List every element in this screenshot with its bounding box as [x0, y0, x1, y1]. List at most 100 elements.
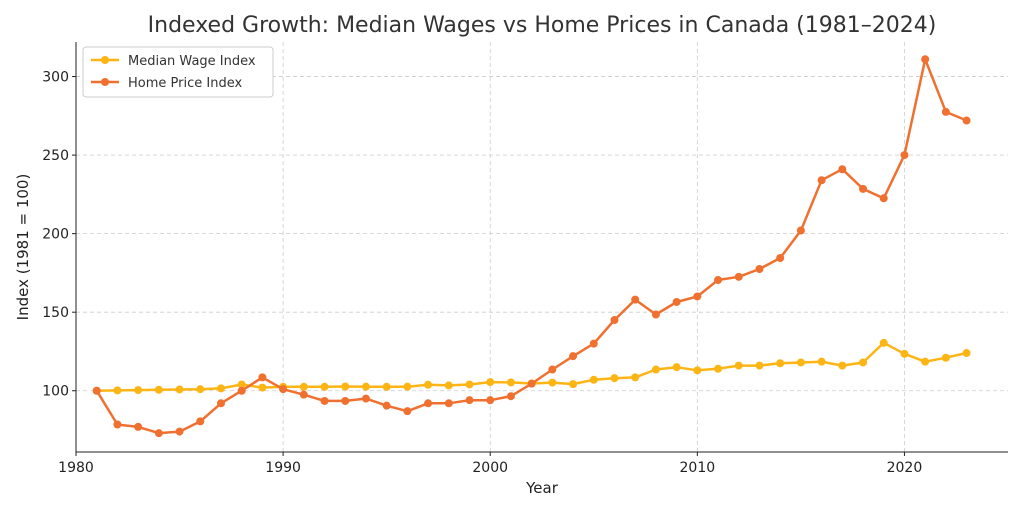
data-point	[486, 378, 495, 387]
data-point	[299, 382, 308, 391]
data-point	[859, 358, 868, 367]
data-point	[196, 385, 205, 394]
data-point	[486, 396, 495, 405]
data-point	[548, 378, 557, 387]
data-point	[382, 382, 391, 391]
data-point	[755, 361, 764, 370]
data-point	[900, 151, 909, 160]
data-point	[569, 352, 578, 361]
data-point	[444, 381, 453, 390]
legend-swatch-marker	[101, 56, 109, 64]
data-point	[506, 392, 515, 401]
y-tick-label: 300	[42, 70, 69, 86]
data-point	[196, 417, 205, 426]
data-point	[776, 359, 785, 368]
data-point	[548, 365, 557, 374]
data-point	[651, 310, 660, 319]
data-point	[631, 295, 640, 304]
data-point	[651, 365, 660, 374]
data-point	[382, 401, 391, 410]
data-point	[134, 422, 143, 431]
data-point	[817, 176, 826, 185]
data-point	[361, 382, 370, 391]
data-point	[237, 380, 246, 389]
data-point	[403, 382, 412, 391]
data-point	[859, 184, 868, 193]
data-point	[113, 386, 122, 395]
data-point	[817, 357, 826, 366]
data-point	[258, 373, 267, 382]
data-point	[879, 194, 888, 203]
data-point	[755, 264, 764, 273]
x-tick-label: 2020	[887, 460, 923, 476]
data-point	[776, 253, 785, 262]
data-point	[838, 165, 847, 174]
data-point	[444, 399, 453, 408]
data-point	[610, 374, 619, 383]
data-point	[631, 373, 640, 382]
data-point	[921, 357, 930, 366]
data-point	[900, 349, 909, 358]
data-point	[962, 116, 971, 125]
series-line-1	[95, 58, 968, 435]
y-tick-label: 150	[42, 305, 69, 321]
data-point	[216, 384, 225, 393]
y-tick-label: 250	[42, 148, 69, 164]
x-tick-label: 2000	[472, 460, 508, 476]
legend-swatch-marker	[101, 78, 109, 86]
data-point	[796, 358, 805, 367]
data-point	[672, 297, 681, 306]
data-point	[279, 385, 288, 394]
data-point	[216, 399, 225, 408]
data-point	[361, 394, 370, 403]
chart-title: Indexed Growth: Median Wages vs Home Pri…	[148, 13, 937, 38]
data-point	[941, 107, 950, 116]
data-point	[134, 386, 143, 395]
data-point	[693, 366, 702, 375]
data-point	[465, 396, 474, 405]
series	[92, 55, 971, 438]
data-point	[320, 382, 329, 391]
x-tick-label: 2010	[680, 460, 716, 476]
legend: Median Wage Index Home Price Index	[82, 46, 274, 98]
legend-label: Home Price Index	[128, 76, 242, 91]
data-point	[154, 385, 163, 394]
ticks: 1980 1990 2000 2010 2020 100 150 200 250 300	[42, 70, 922, 476]
data-point	[175, 427, 184, 436]
data-point	[796, 226, 805, 235]
data-point	[258, 383, 267, 392]
data-point	[403, 407, 412, 416]
data-point	[838, 361, 847, 370]
data-point	[506, 378, 515, 387]
data-point	[341, 382, 350, 391]
data-point	[589, 375, 598, 384]
data-point	[879, 338, 888, 347]
x-axis-label: Year	[525, 479, 559, 497]
y-axis-label: Index (1981 = 100)	[14, 174, 32, 321]
grid	[75, 42, 1008, 452]
data-point	[589, 339, 598, 348]
data-point	[962, 349, 971, 358]
data-point	[424, 399, 433, 408]
data-point	[734, 361, 743, 370]
y-tick-label: 100	[42, 384, 69, 400]
data-point	[113, 420, 122, 429]
data-point	[175, 385, 184, 394]
data-point	[941, 353, 950, 362]
y-tick-label: 200	[42, 227, 69, 243]
data-point	[610, 316, 619, 325]
data-point	[714, 275, 723, 284]
data-point	[672, 363, 681, 372]
legend-label: Median Wage Index	[128, 54, 256, 69]
data-point	[527, 379, 536, 388]
data-point	[237, 386, 246, 395]
legend-box	[82, 46, 274, 98]
data-point	[921, 55, 930, 64]
data-point	[424, 380, 433, 389]
axes	[75, 42, 1008, 453]
data-point	[299, 390, 308, 399]
x-tick-label: 1990	[265, 460, 301, 476]
data-point	[92, 386, 101, 395]
x-tick-label: 1980	[58, 460, 94, 476]
